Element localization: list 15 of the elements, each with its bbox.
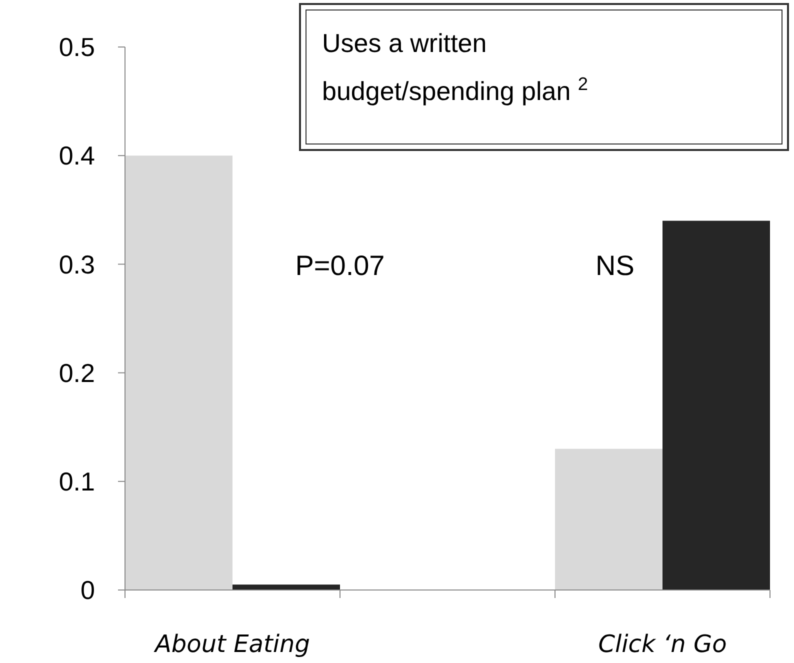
bar xyxy=(555,448,662,590)
y-tick-label: 0.3 xyxy=(58,249,95,280)
annotation: NS xyxy=(596,250,634,282)
y-tick-label: 0.5 xyxy=(58,32,95,62)
bar xyxy=(662,220,770,590)
annotation: P=0.07 xyxy=(295,250,385,282)
y-tick-label: 0.1 xyxy=(58,466,95,496)
x-tick-label: Click ‘n Go xyxy=(598,630,727,658)
y-tick-label: 0.2 xyxy=(58,358,95,388)
bar xyxy=(232,584,340,590)
chart-title: Uses a written budget/spending plan $^{2}$ xyxy=(322,28,588,106)
y-tick-label: 0.4 xyxy=(58,140,95,171)
bar xyxy=(125,156,232,590)
y-tick-label: 0 xyxy=(80,575,95,606)
x-tick-label: About Eating xyxy=(153,630,310,658)
